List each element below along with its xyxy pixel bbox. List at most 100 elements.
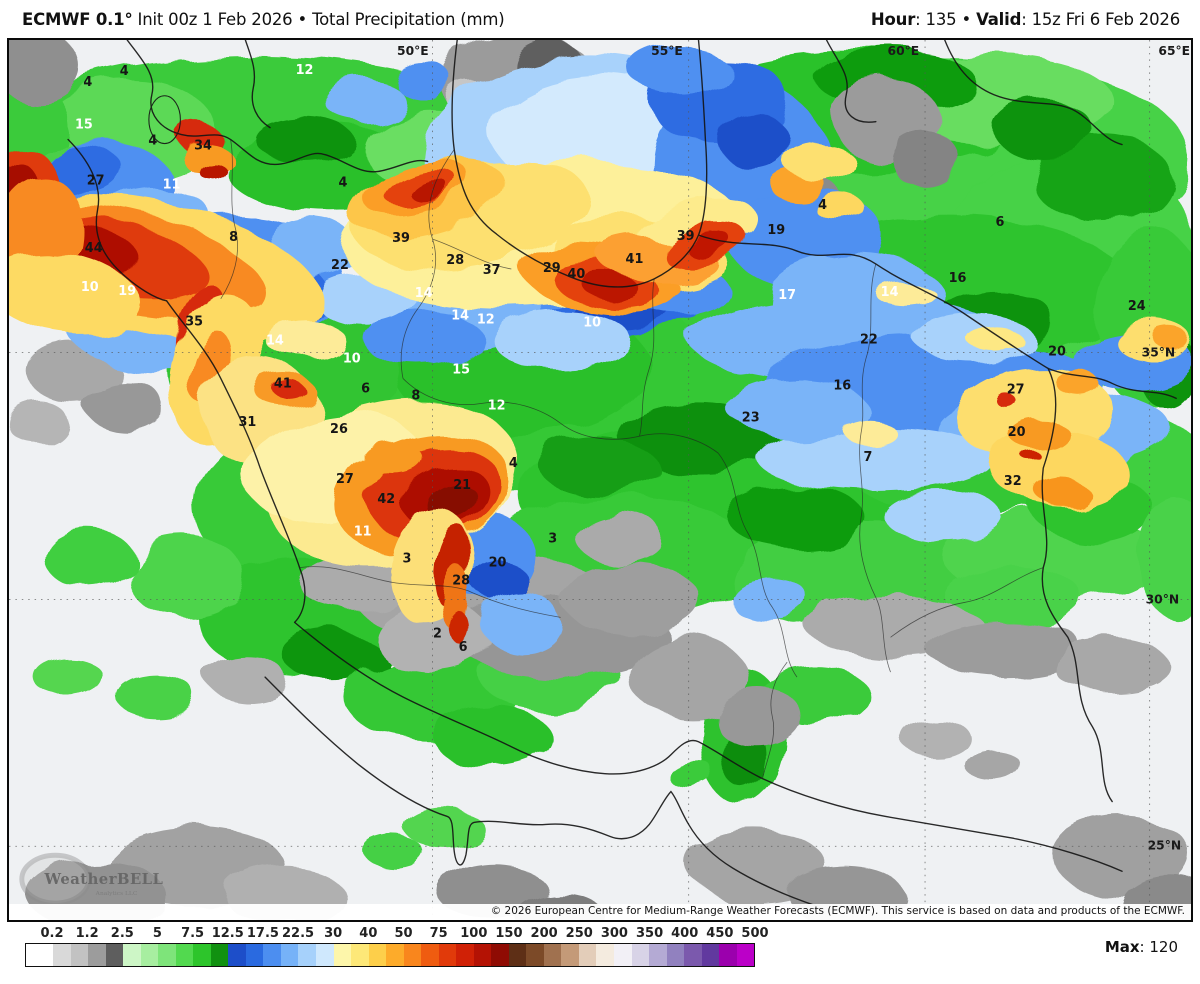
precip-value-label: 4: [148, 133, 157, 148]
coordinate-label: 30°N: [1146, 592, 1180, 606]
precip-value-label: 27: [336, 472, 354, 487]
color-scale-segment: [263, 944, 281, 966]
color-scale-tick: 17.5: [246, 926, 279, 941]
init-and-parameter: Init 00z 1 Feb 2026 • Total Precipitatio…: [132, 9, 505, 29]
color-scale-tick: 40: [359, 926, 378, 941]
color-scale-segment: [421, 944, 439, 966]
color-scale-tick: 500: [741, 926, 769, 941]
color-scale-segment: [508, 944, 527, 966]
color-scale-tick: 100: [460, 926, 488, 941]
precip-value-label: 22: [331, 258, 349, 273]
precip-value-label: 23: [742, 410, 760, 425]
color-scale-segment: [701, 944, 720, 966]
precip-value-label: 4: [83, 75, 92, 90]
color-scale-segment: [88, 944, 106, 966]
color-scale-segment: [473, 944, 492, 966]
coordinate-label: 55°E: [651, 44, 683, 58]
color-scale-segment: [140, 944, 159, 966]
precip-value-label: 6: [361, 381, 370, 396]
color-scale-segment: [631, 944, 650, 966]
color-scale-tick: 300: [600, 926, 628, 941]
copyright-notice: © 2026 European Centre for Medium-Range …: [9, 904, 1191, 920]
precip-value-label: 37: [483, 263, 501, 278]
precip-value-label: 12: [296, 63, 314, 78]
color-scale-tick: 75: [429, 926, 448, 941]
color-scale-segment: [333, 944, 352, 966]
precip-value-label: 2: [433, 626, 442, 641]
color-scale-tick: 400: [671, 926, 699, 941]
precip-value-label: 41: [274, 376, 292, 391]
color-scale-segment: [368, 944, 387, 966]
precip-value-label: 10: [81, 280, 99, 295]
color-scale-segment: [315, 944, 334, 966]
color-scale-segment: [175, 944, 194, 966]
coordinate-label: 65°E: [1158, 44, 1190, 58]
max-number: : 120: [1139, 938, 1178, 956]
color-scale-segment: [456, 944, 474, 966]
precip-value-label: 28: [452, 573, 470, 588]
coordinate-label: 35°N: [1142, 346, 1176, 360]
precip-value-label: 15: [452, 362, 470, 377]
color-scale-segment: [736, 944, 755, 966]
precip-value-label: 16: [833, 378, 851, 393]
coordinate-labels: 50°E 55°E 60°E 65°E 35°N 30°N 25°N: [397, 44, 1190, 852]
max-value: Max: 120: [1105, 938, 1178, 956]
color-scale-segment: [684, 944, 702, 966]
color-scale-segment: [123, 944, 141, 966]
precip-value-label: 8: [411, 388, 420, 403]
precip-value-label: 6: [995, 215, 1004, 230]
color-scale-tick: 12.5: [211, 926, 244, 941]
color-scale-segment: [245, 944, 264, 966]
precip-value-label: 17: [778, 288, 796, 303]
precip-value-label: 4: [120, 64, 129, 79]
color-scale-segment: [438, 944, 457, 966]
coordinate-label: 25°N: [1148, 838, 1182, 852]
weatherbell-watermark: WeatherBELL Analytics LLC: [19, 852, 163, 906]
precipitation-field: [9, 40, 1191, 920]
model-name: ECMWF 0.1°: [22, 9, 133, 29]
color-scale-segment: [158, 944, 176, 966]
color-scale-tick: 0.2: [40, 926, 64, 941]
hour-value: : 135 •: [915, 9, 977, 29]
precip-value-label: 24: [1128, 299, 1146, 314]
title-bar: ECMWF 0.1° Init 00z 1 Feb 2026 • Total P…: [0, 0, 1200, 38]
color-scale-segment: [666, 944, 685, 966]
precip-value-label: 15: [75, 118, 93, 133]
color-scale-segment: [578, 944, 597, 966]
precip-value-label: 31: [238, 415, 256, 430]
precip-value-label: 28: [446, 253, 464, 268]
color-scale-tick: 30: [324, 926, 343, 941]
precip-value-label: 3: [548, 532, 557, 547]
color-scale-tick: 7.5: [181, 926, 205, 941]
precip-value-label: 4: [818, 198, 827, 213]
precip-value-label: 12: [488, 398, 506, 413]
watermark-text: WeatherBELL: [43, 870, 163, 888]
coordinate-label: 50°E: [397, 44, 429, 58]
precip-value-label: 39: [677, 229, 695, 244]
hour-label: Hour: [870, 9, 916, 29]
precip-value-label: 10: [583, 316, 601, 331]
color-scale-segment: [351, 944, 369, 966]
color-scale-tick: 1.2: [75, 926, 99, 941]
color-scale-bar: [25, 943, 755, 967]
precip-value-label: 40: [567, 267, 585, 282]
precip-value-label: 11: [163, 177, 181, 192]
precip-value-label: 8: [229, 230, 238, 245]
color-scale-tick: 450: [706, 926, 734, 941]
color-scale-segment: [70, 944, 89, 966]
coordinate-label: 60°E: [888, 44, 920, 58]
map-title: ECMWF 0.1° Init 00z 1 Feb 2026 • Total P…: [22, 9, 505, 29]
precip-value-label: 14: [415, 286, 433, 301]
precip-value-label: 6: [459, 640, 468, 655]
precip-value-label: 16: [949, 271, 967, 286]
color-scale-ticks: 0.2 1.2 2.5 5 7.5 12.5 17.5 22.5 30 40 50 75 100 150 2…: [25, 926, 768, 943]
precip-value-label: 4: [338, 175, 347, 190]
legend-bar: 0.2 1.2 2.5 5 7.5 12.5 17.5 22.5 30 40 50 75 100 150 2…: [0, 922, 1200, 982]
precip-value-label: 19: [767, 223, 785, 238]
precip-value-label: 44: [85, 241, 103, 256]
color-scale-tick: 5: [152, 926, 162, 941]
precip-value-label: 7: [863, 450, 872, 465]
precip-value-label: 11: [354, 525, 372, 540]
